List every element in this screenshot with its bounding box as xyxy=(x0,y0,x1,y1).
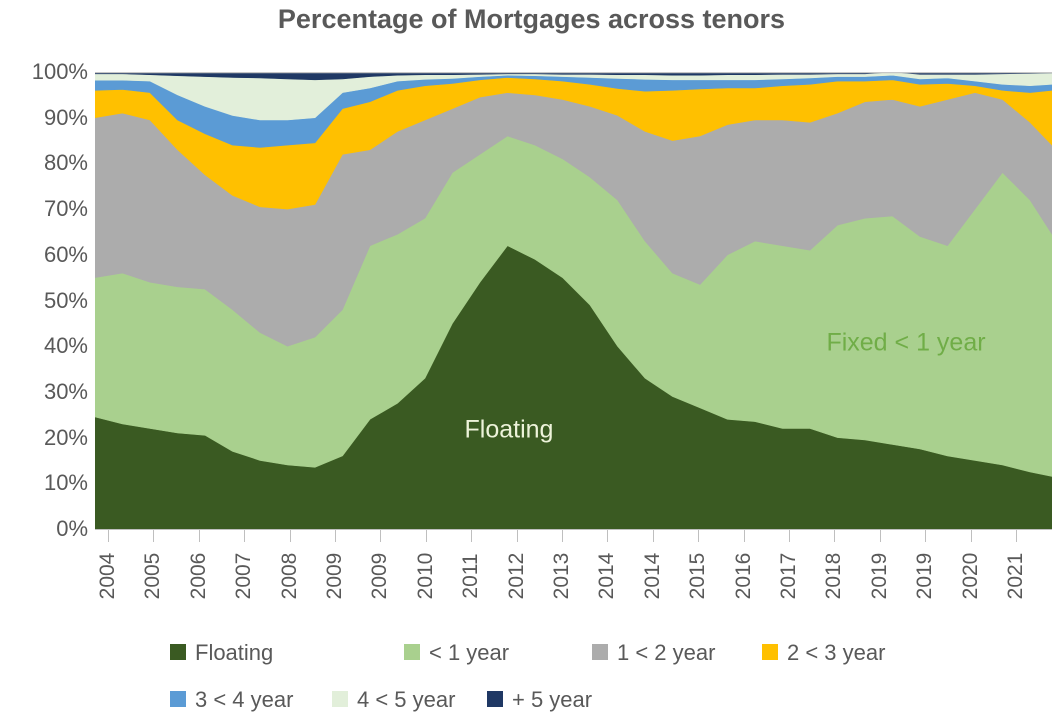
y-tick-label: 40% xyxy=(43,333,88,359)
fixed-lt-1year-area-label: Fixed < 1 year xyxy=(826,328,986,357)
legend-swatch-5plus-year xyxy=(487,690,503,707)
x-tick-mark xyxy=(834,530,836,542)
y-tick-label: 100% xyxy=(31,59,88,84)
legend-label-2-3-year: 2 < 3 year xyxy=(787,640,886,665)
y-tick-label: 50% xyxy=(43,287,88,313)
area-series-6 xyxy=(95,72,1052,81)
legend-item-lt-1-year: < 1 year xyxy=(404,640,510,665)
x-tick-mark xyxy=(879,530,881,542)
floating-area-label: Floating xyxy=(464,415,554,444)
x-tick-mark xyxy=(743,530,745,542)
x-tick-mark xyxy=(516,530,518,542)
x-tick-mark xyxy=(380,530,382,542)
x-tick-mark xyxy=(652,530,654,542)
y-tick-label: 80% xyxy=(43,150,88,176)
x-tick-mark xyxy=(244,530,246,542)
x-tick-label: 2019 xyxy=(867,552,891,600)
legend-swatch-2-3-year xyxy=(762,643,778,660)
x-tick-mark xyxy=(607,530,609,542)
legend-label-floating: Floating xyxy=(195,640,274,665)
x-tick-mark xyxy=(925,530,927,542)
legend-label-4-5-year: 4 < 5 year xyxy=(357,687,456,712)
x-tick-label: 2013 xyxy=(550,552,573,600)
x-tick-mark xyxy=(335,530,336,542)
stacked-area-chart xyxy=(95,72,1052,529)
legend-label-5plus-year: + 5 year xyxy=(512,687,593,712)
x-tick-label: 2009 xyxy=(368,552,392,600)
x-tick-mark xyxy=(289,530,291,542)
y-tick-label: 20% xyxy=(43,424,88,450)
y-tick-label: 90% xyxy=(43,104,88,130)
x-tick-label: 2021 xyxy=(1004,552,1027,600)
x-tick-mark xyxy=(425,530,427,542)
legend-item-4-5-year: 4 < 5 year xyxy=(332,687,456,712)
legend-item-2-3-year: 2 < 3 year xyxy=(762,640,886,665)
x-tick-mark xyxy=(1016,530,1017,542)
x-tick-mark xyxy=(970,530,972,542)
chart-title: Percentage of Mortgages across tenors xyxy=(277,4,786,34)
x-tick-label: 2007 xyxy=(232,552,256,600)
x-tick-mark xyxy=(698,530,700,542)
y-tick-label: 60% xyxy=(43,241,88,267)
x-tick-mark xyxy=(108,530,109,542)
x-tick-label: 2008 xyxy=(277,552,301,600)
x-tick-label: 2006 xyxy=(186,552,210,600)
legend-swatch-floating xyxy=(170,643,186,660)
legend-label-1-2-year: 1 < 2 year xyxy=(617,640,716,665)
x-tick-label: 2016 xyxy=(731,552,755,600)
y-tick-label: 30% xyxy=(43,378,88,404)
x-tick-label: 2017 xyxy=(777,552,800,600)
legend-label-3-4-year: 3 < 4 year xyxy=(195,687,294,712)
x-tick-label: 2005 xyxy=(141,552,165,600)
legend-swatch-4-5-year xyxy=(332,690,348,707)
x-tick-label: 2020 xyxy=(958,552,982,600)
legend-label-lt-1-year: < 1 year xyxy=(429,640,510,665)
x-tick-label: 2015 xyxy=(686,552,710,600)
legend-item-5plus-year: + 5 year xyxy=(487,687,593,712)
x-tick-mark xyxy=(471,530,473,542)
legend-swatch-lt-1-year xyxy=(404,643,420,660)
x-tick-label: 2014 xyxy=(640,552,664,600)
x-tick-label: 2012 xyxy=(504,552,528,600)
x-tick-label: 2019 xyxy=(913,552,937,600)
legend-item-3-4-year: 3 < 4 year xyxy=(170,687,294,712)
x-tick-label: 2010 xyxy=(413,552,437,600)
plot-area xyxy=(95,72,1052,529)
x-tick-mark xyxy=(153,530,155,542)
x-tick-label: 2018 xyxy=(822,552,846,600)
x-tick-label: 2004 xyxy=(96,552,119,600)
y-tick-label: 10% xyxy=(43,470,88,496)
x-tick-label: 2009 xyxy=(323,552,346,600)
x-axis-line xyxy=(95,529,1052,530)
y-tick-label: 70% xyxy=(43,196,88,222)
x-tick-label: 2011 xyxy=(459,553,483,599)
legend-swatch-3-4-year xyxy=(170,690,186,707)
x-tick-mark xyxy=(562,530,563,542)
x-tick-mark xyxy=(789,530,790,542)
legend-item-floating: Floating xyxy=(170,640,274,665)
legend-swatch-1-2-year xyxy=(592,643,608,660)
legend-item-1-2-year: 1 < 2 year xyxy=(592,640,716,665)
x-tick-mark xyxy=(198,530,200,542)
x-tick-label: 2014 xyxy=(595,552,619,600)
y-tick-label: 0% xyxy=(56,516,88,541)
